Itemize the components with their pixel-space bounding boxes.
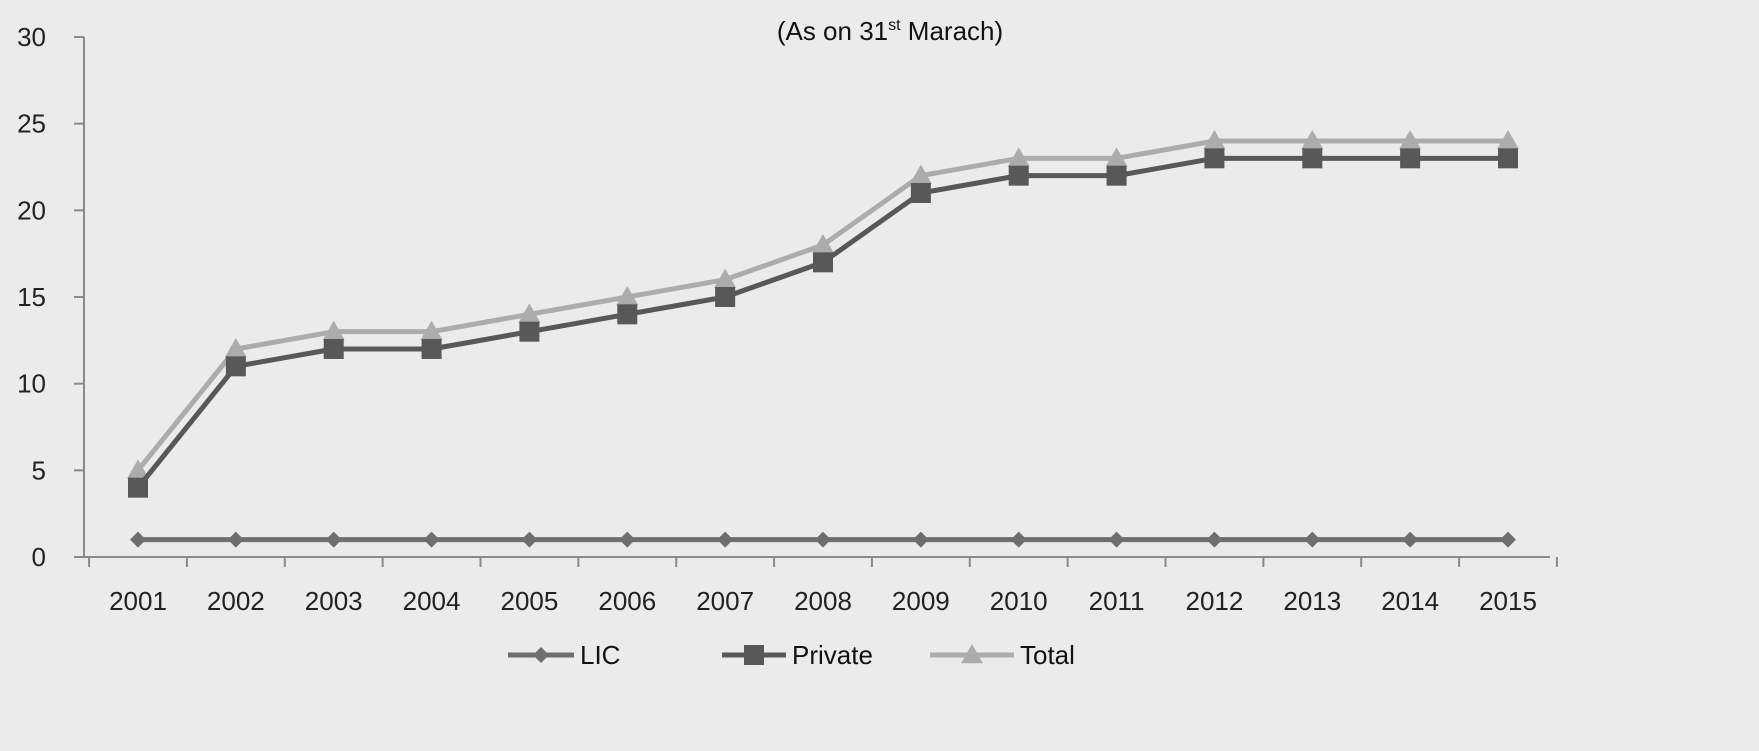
y-tick-label: 5 xyxy=(32,455,46,485)
data-point-lic xyxy=(227,531,244,548)
legend: LIC Private Total xyxy=(508,640,1075,670)
data-point-lic xyxy=(717,531,734,548)
data-point-total xyxy=(1399,130,1422,150)
data-point-lic xyxy=(1010,531,1027,548)
legend-marker-lic xyxy=(533,647,549,663)
data-point-private xyxy=(128,477,148,498)
data-point-lic xyxy=(1206,531,1223,548)
data-point-total xyxy=(518,303,541,323)
x-tick-label: 2001 xyxy=(109,586,167,616)
data-point-total xyxy=(420,320,443,340)
y-tick-label: 10 xyxy=(17,369,46,399)
x-tick-label: 2010 xyxy=(990,586,1048,616)
legend-label-private: Private xyxy=(792,640,873,670)
x-tick-label: 2008 xyxy=(794,586,852,616)
x-tick-label: 2013 xyxy=(1283,586,1341,616)
data-point-private xyxy=(1498,148,1518,169)
data-point-lic xyxy=(1108,531,1125,548)
data-point-lic xyxy=(130,531,146,548)
data-point-total xyxy=(1007,147,1030,167)
data-point-private xyxy=(421,339,442,359)
legend-marker-total xyxy=(961,644,983,664)
data-point-total xyxy=(909,164,932,184)
x-tick-label: 2012 xyxy=(1186,586,1244,616)
data-point-lic xyxy=(1500,531,1516,548)
chart-title: (As on 31st Marach) xyxy=(777,16,1003,46)
legend-label-total: Total xyxy=(1020,640,1075,670)
data-point-private xyxy=(1400,148,1421,169)
data-point-lic xyxy=(619,531,636,548)
x-tick-label: 2009 xyxy=(892,586,950,616)
data-point-total xyxy=(812,234,834,254)
data-point-private xyxy=(519,321,540,342)
series-lic xyxy=(130,531,1516,548)
data-point-total xyxy=(616,286,639,306)
data-point-private xyxy=(1106,165,1127,186)
chart-title-superscript: st xyxy=(888,17,901,34)
legend-label-lic: LIC xyxy=(580,640,620,670)
data-point-total xyxy=(127,459,149,479)
data-point-total xyxy=(1105,147,1128,167)
y-tick-label: 0 xyxy=(32,542,46,572)
chart-title-main: (As on 31 xyxy=(777,16,888,46)
axes: 0 5 10 15 20 25 30 2001 2002 2003 2004 2005 2006 2007… xyxy=(17,22,1558,616)
data-point-lic xyxy=(521,531,538,548)
series-total xyxy=(127,130,1519,479)
data-point-lic xyxy=(815,531,831,548)
x-tick-label: 2004 xyxy=(403,586,461,616)
data-point-total xyxy=(1497,130,1519,150)
x-tick-label: 2006 xyxy=(598,586,656,616)
legend-item-private: Private xyxy=(722,640,873,670)
legend-marker-private xyxy=(744,645,764,665)
y-tick-label: 30 xyxy=(17,22,46,52)
data-point-total xyxy=(714,268,737,288)
data-point-lic xyxy=(912,531,929,548)
data-point-private xyxy=(910,183,931,203)
data-point-private xyxy=(617,304,638,325)
data-point-total xyxy=(322,320,345,340)
data-point-lic xyxy=(423,531,440,548)
x-tick-label: 2007 xyxy=(696,586,754,616)
data-point-private xyxy=(1204,148,1225,169)
data-point-private xyxy=(715,287,736,307)
data-point-total xyxy=(1203,130,1226,150)
data-point-private xyxy=(1008,165,1029,186)
y-tick-label: 25 xyxy=(17,109,46,139)
data-point-lic xyxy=(325,531,342,548)
legend-item-lic: LIC xyxy=(508,640,620,670)
y-tick-label: 20 xyxy=(17,195,46,225)
y-tick-label: 15 xyxy=(17,282,46,312)
series-private xyxy=(128,148,1518,498)
series-layer xyxy=(127,130,1519,548)
x-tick-label: 2002 xyxy=(207,586,265,616)
data-point-private xyxy=(1302,148,1323,169)
data-point-lic xyxy=(1402,531,1419,548)
data-point-private xyxy=(323,339,344,359)
data-point-total xyxy=(224,338,247,358)
chart-title-end: Marach) xyxy=(901,16,1004,46)
data-point-total xyxy=(1301,130,1324,150)
data-point-private xyxy=(813,252,833,273)
data-point-lic xyxy=(1304,531,1321,548)
x-tick-label: 2003 xyxy=(305,586,363,616)
x-tick-label: 2005 xyxy=(501,586,559,616)
x-tick-label: 2014 xyxy=(1381,586,1439,616)
data-point-private xyxy=(225,356,246,377)
legend-item-total: Total xyxy=(930,640,1075,670)
x-tick-label: 2015 xyxy=(1479,586,1537,616)
x-tick-label: 2011 xyxy=(1089,586,1145,616)
